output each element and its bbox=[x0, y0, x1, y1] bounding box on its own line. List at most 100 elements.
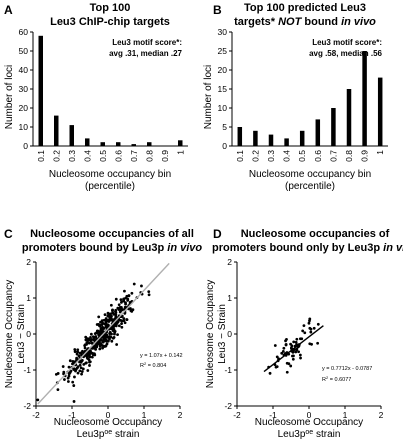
panel-c-point bbox=[110, 327, 113, 331]
panel-c-fit-r2-prefix: R bbox=[140, 363, 144, 369]
panel-c-xtick-label: -2 bbox=[32, 410, 40, 420]
panel-b-subtitle: targets* NOT bound in vivo bbox=[234, 16, 376, 28]
panel-c-point bbox=[80, 372, 83, 376]
panel-c-point bbox=[120, 322, 123, 326]
panel-c-xtick-label: 0 bbox=[106, 410, 111, 420]
panel-d-point bbox=[298, 353, 302, 357]
panel-d-fit-r2-value: = 0.6077 bbox=[328, 377, 351, 383]
panel-c-point bbox=[81, 367, 85, 371]
panel-c-ytick-label: -1 bbox=[23, 365, 31, 375]
panel-c-point bbox=[103, 322, 107, 326]
panel-c-xtick-label: 1 bbox=[142, 410, 147, 420]
panel-a-ytick-label: 50 bbox=[19, 46, 29, 56]
panel-b-bar bbox=[253, 130, 258, 146]
panel-d-fit-line bbox=[263, 325, 324, 373]
panel-c-point bbox=[73, 350, 77, 354]
panel-a-xtick-label: 0.1 bbox=[36, 150, 46, 162]
panel-c-point bbox=[84, 354, 88, 358]
panel-b-marks: 0 5 10 15 20 25 30 0.1 0.2 0.3 0.4 0.5 0.6 0.7 0.8 0.9 1 bbox=[218, 27, 386, 162]
panel-b-ytick-label: 20 bbox=[218, 65, 228, 75]
panel-c-point bbox=[73, 375, 76, 379]
panel-c-point bbox=[123, 312, 127, 315]
panel-d-point bbox=[294, 350, 298, 354]
panel-d-ytick-label: -2 bbox=[224, 401, 232, 411]
panel-c-ytick-label: -2 bbox=[23, 401, 31, 411]
panel-d-point bbox=[316, 322, 320, 326]
panel-c-fit-r2-sup: 2 bbox=[144, 361, 147, 366]
panel-c-fit-equation: y = 1.07x + 0.142 bbox=[140, 353, 183, 359]
panel-c-point bbox=[97, 315, 101, 319]
panel-b-xtick-label: 0.6 bbox=[313, 150, 323, 162]
panel-c-point bbox=[106, 339, 110, 343]
panel-c-point bbox=[90, 341, 94, 345]
panel-d-point bbox=[274, 365, 278, 369]
panel-c-point bbox=[111, 311, 115, 314]
panel-d-xtick-label: -1 bbox=[269, 410, 277, 420]
panel-c-point bbox=[85, 361, 88, 365]
panel-a-annotation-line2: avg .31, median .27 bbox=[109, 49, 182, 58]
panel-c-point bbox=[63, 378, 66, 381]
panel-c-point bbox=[117, 324, 121, 328]
panel-d-ylabel-line2: Leu3 − Strain bbox=[217, 304, 228, 364]
panel-d-ytick-label: 1 bbox=[227, 293, 232, 303]
panel-d-point bbox=[289, 342, 292, 346]
panel-a-xlabel-line2: (percentile) bbox=[85, 181, 135, 192]
panel-a-xtick-label: 0.9 bbox=[160, 150, 170, 162]
panel-a-marks: 0 10 20 30 40 50 60 0.1 0.2 0.3 0.4 0.5 0.6 0.7 0.8 0.9… bbox=[19, 27, 186, 162]
panel-c-point bbox=[98, 324, 101, 328]
panel-a-bar bbox=[116, 142, 121, 146]
panel-c-point bbox=[87, 350, 90, 354]
panel-c-point bbox=[104, 317, 108, 320]
panel-d-fit-r2: R2 = 0.6077 bbox=[322, 375, 351, 384]
panel-d-fit-r2-sup: 2 bbox=[326, 375, 329, 380]
panel-c-point bbox=[89, 332, 93, 336]
panel-b-bar bbox=[299, 130, 305, 146]
panel-d-ytick-label: 2 bbox=[227, 257, 232, 267]
panel-c-point bbox=[99, 344, 102, 347]
panel-b-xtick-label: 0.4 bbox=[282, 150, 292, 162]
panel-b-ytick-label: 15 bbox=[218, 84, 228, 94]
panel-c-subtitle: promoters bound by Leu3p in vivo bbox=[22, 242, 203, 254]
panel-d-subtitle: promoters bound only by Leu3p in vivo bbox=[212, 242, 403, 254]
panel-b-ytick-label: 25 bbox=[218, 46, 228, 56]
panel-c-point bbox=[78, 369, 82, 373]
panel-c-point bbox=[117, 303, 121, 307]
panel-b-bar bbox=[237, 127, 243, 146]
panel-d-xlabel: Nucleosome Occupancy bbox=[255, 417, 363, 428]
panel-a-xtick-label: 1 bbox=[175, 150, 185, 155]
panel-c-title: Nucleosome occupancies of all bbox=[30, 228, 194, 240]
panel-d-point bbox=[294, 340, 298, 344]
panel-c-point bbox=[89, 336, 92, 339]
panel-d-title: Nucleosome occupancies of bbox=[241, 228, 390, 240]
panel-a-letter: A bbox=[4, 3, 13, 17]
panel-c-point bbox=[140, 284, 143, 288]
panel-c-point bbox=[75, 366, 79, 370]
panel-c-point bbox=[124, 301, 127, 305]
panel-a-xtick-label: 0.3 bbox=[67, 150, 77, 162]
panel-d-point bbox=[299, 356, 302, 360]
panel-c-xlabel-line2-plain: Leu3p bbox=[77, 429, 105, 440]
panel-a-bar bbox=[178, 140, 183, 146]
panel-b-xlabel: Nucleosome occupancy bin bbox=[249, 169, 371, 180]
panel-c-marks: -2 -1 0 1 2 -2 -1 0 1 2 bbox=[23, 257, 182, 420]
panel-c-fit-r2-value: = 0.804 bbox=[146, 363, 166, 369]
panel-d-xlabel-line2-rest: strain bbox=[313, 429, 340, 440]
panel-c-point bbox=[107, 314, 111, 318]
panel-c-point bbox=[104, 344, 107, 348]
panel-a-xtick-label: 0.2 bbox=[51, 150, 61, 162]
panel-c-point bbox=[108, 318, 112, 322]
panel-a-bar bbox=[131, 144, 136, 146]
panel-d-point bbox=[292, 340, 296, 344]
panel-d-ytick-label: -1 bbox=[224, 365, 232, 375]
panel-c-point bbox=[90, 338, 94, 341]
panel-b-title: Top 100 predicted Leu3 bbox=[244, 2, 366, 14]
panel-d-point bbox=[301, 329, 305, 333]
panel-a-bar bbox=[54, 115, 59, 146]
panel-c-point bbox=[78, 363, 82, 367]
panel-b-subtitle-italic: in vivo bbox=[341, 16, 376, 28]
panel-d-point bbox=[312, 326, 316, 330]
panel-c-point bbox=[120, 300, 123, 304]
panel-b-bar bbox=[362, 51, 367, 146]
panel-c-point bbox=[84, 335, 88, 339]
panel-c-point bbox=[116, 333, 119, 337]
